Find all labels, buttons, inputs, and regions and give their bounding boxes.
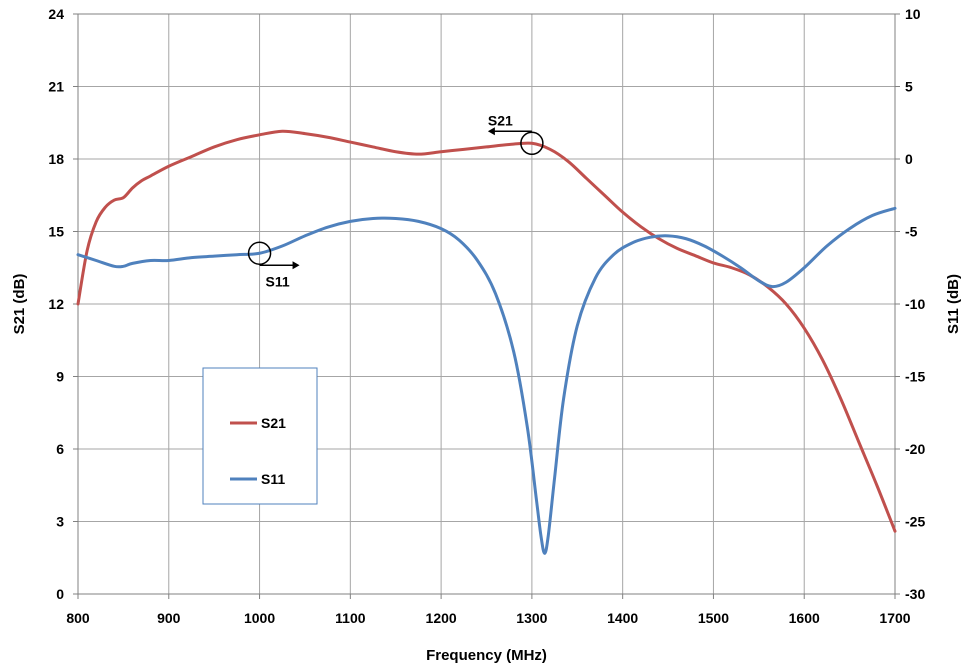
series-line-s11 — [76, 206, 897, 555]
x-tick-label: 1700 — [879, 610, 910, 626]
legend-box — [202, 367, 318, 505]
left-y-tick-label: 6 — [56, 441, 64, 457]
left-y-axis-title: S21 (dB) — [11, 274, 28, 335]
x-tick-label: 900 — [157, 610, 181, 626]
x-tick-label: 1200 — [426, 610, 457, 626]
x-tick-label: 1100 — [335, 610, 366, 626]
right-y-tick-label: -30 — [905, 586, 925, 602]
left-y-tick-label: 24 — [48, 6, 64, 22]
legend-label-s11: S11 — [261, 471, 285, 487]
x-axis-title: Frequency (MHz) — [426, 647, 547, 664]
left-y-tick-label: 21 — [48, 79, 64, 95]
annotation-label-s21: S21 — [488, 112, 513, 128]
right-y-tick-label: 10 — [905, 6, 921, 22]
left-y-tick-label: 15 — [48, 224, 64, 240]
right-y-tick-label: -15 — [905, 369, 925, 385]
left-y-tick-label: 9 — [56, 369, 64, 385]
right-y-tick-label: 0 — [905, 151, 913, 167]
left-y-tick-label: 3 — [56, 514, 64, 530]
x-tick-label: 1300 — [516, 610, 547, 626]
arrowhead — [487, 127, 495, 136]
annotation-circle-s21 — [520, 131, 544, 156]
left-y-tick-label: 18 — [48, 151, 64, 167]
right-y-axis-title: S11 (dB) — [945, 274, 962, 334]
annotation-circle-s11 — [247, 241, 272, 265]
x-tick-label: 1000 — [244, 610, 275, 626]
arrowhead — [292, 261, 300, 270]
left-y-tick-label: 12 — [48, 296, 64, 312]
left-y-tick-label: 0 — [56, 586, 64, 602]
right-y-tick-label: -20 — [905, 441, 925, 457]
x-tick-label: 1400 — [607, 610, 638, 626]
legend-label-s21: S21 — [261, 415, 286, 431]
x-tick-label: 1500 — [698, 610, 729, 626]
annotation-label-s11: S11 — [266, 273, 290, 289]
right-y-tick-label: -5 — [905, 224, 918, 240]
right-y-tick-label: 5 — [905, 79, 913, 95]
x-tick-label: 800 — [66, 610, 90, 626]
right-y-tick-label: -10 — [905, 296, 925, 312]
right-y-tick-label: -25 — [905, 514, 925, 530]
x-tick-label: 1600 — [789, 610, 820, 626]
